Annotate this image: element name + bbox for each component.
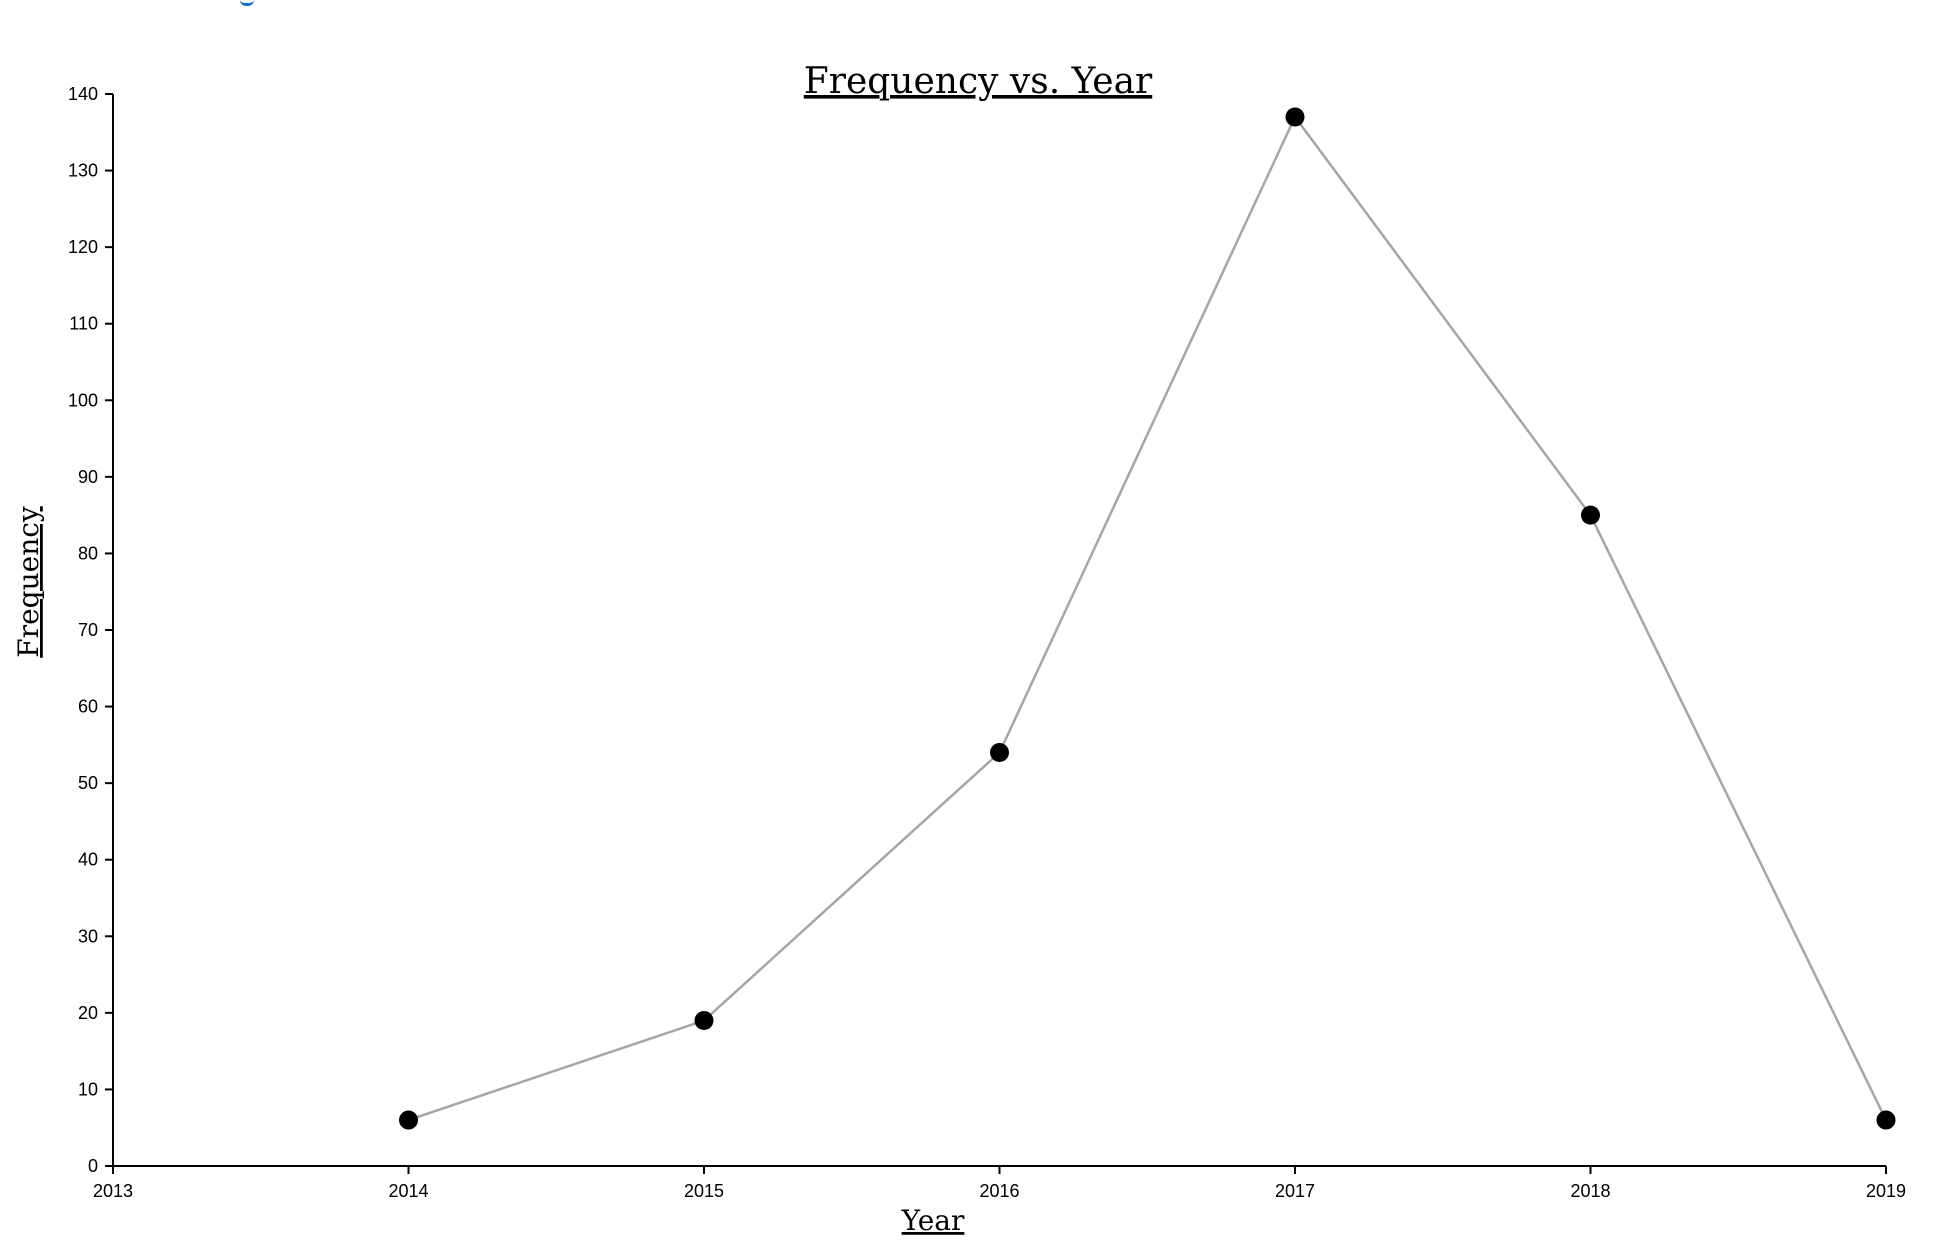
y-tick-label: 30 [78, 926, 98, 946]
x-tick-label: 2019 [1866, 1181, 1906, 1201]
x-tick-label: 2016 [979, 1181, 1019, 1201]
y-tick-label: 70 [78, 620, 98, 640]
x-axis-title: Year [901, 1204, 965, 1237]
y-tick-label: 140 [68, 84, 98, 104]
y-tick-label: 60 [78, 697, 98, 717]
y-tick-label: 50 [78, 773, 98, 793]
x-tick-label: 2014 [388, 1181, 428, 1201]
y-tick-label: 0 [88, 1156, 98, 1176]
x-axis: 2013 2014 2015 2016 2017 2018 2019 [93, 1165, 1906, 1201]
data-point[interactable] [990, 743, 1009, 763]
y-axis-title: Frequency [12, 506, 45, 658]
x-tick-label: 2013 [93, 1181, 133, 1201]
y-tick-label: 40 [78, 850, 98, 870]
data-point[interactable] [1581, 505, 1600, 525]
chart-title: Frequency vs. Year [804, 61, 1153, 102]
y-tick-label: 120 [68, 237, 98, 257]
data-point[interactable] [1876, 1110, 1896, 1130]
y-tick-label: 80 [78, 543, 98, 563]
y-tick-label: 130 [68, 161, 98, 181]
y-tick-label: 100 [68, 390, 98, 410]
y-tick-label: 90 [78, 467, 98, 487]
y-tick-label: 10 [78, 1079, 98, 1099]
x-tick-label: 2015 [684, 1181, 724, 1201]
y-axis: 0 10 20 30 40 50 60 70 80 90 100 110 120 130 140 [68, 84, 114, 1176]
y-tick-label: 110 [69, 314, 98, 334]
x-tick-label: 2017 [1275, 1181, 1315, 1201]
plot-area [399, 107, 1896, 1130]
data-point[interactable] [1285, 107, 1305, 127]
data-point[interactable] [399, 1110, 418, 1130]
y-tick-label: 20 [78, 1003, 98, 1023]
x-tick-label: 2018 [1570, 1181, 1610, 1201]
page-edge-fragment [240, 0, 254, 6]
series-line [408, 114, 1888, 1122]
data-point[interactable] [694, 1011, 714, 1031]
